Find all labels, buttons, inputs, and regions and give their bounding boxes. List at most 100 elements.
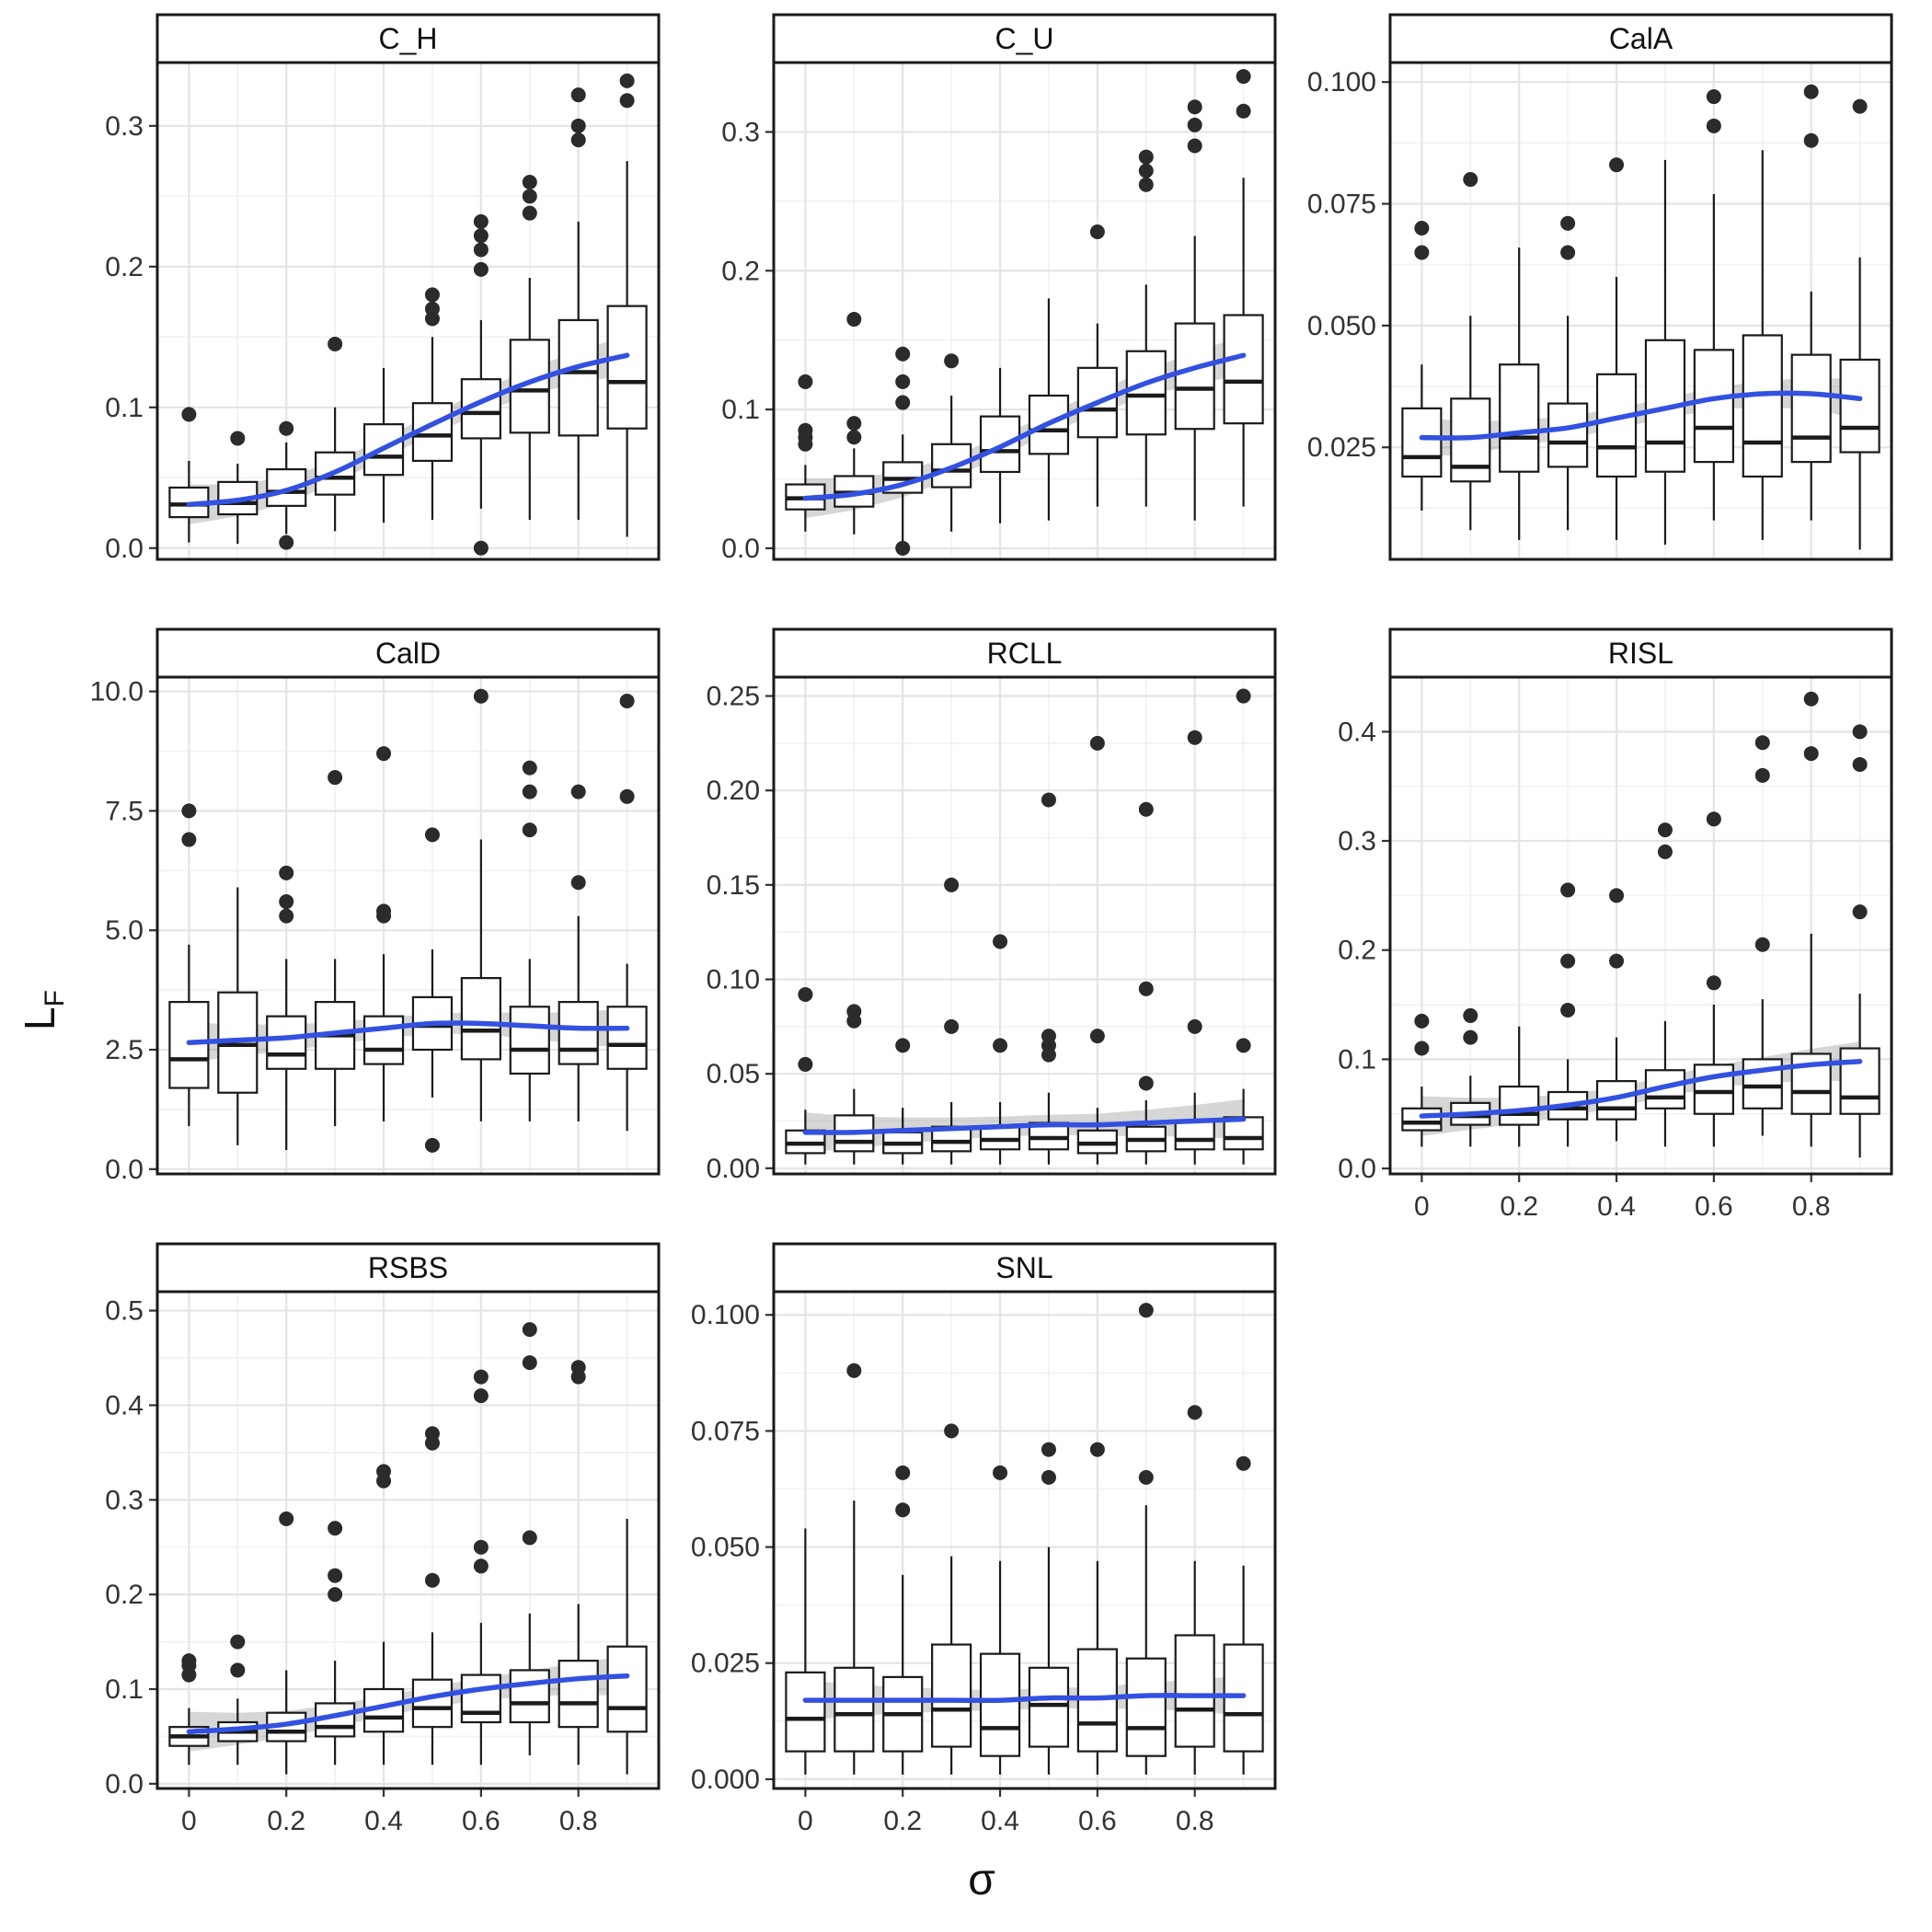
outlier-point (1657, 822, 1673, 838)
x-tick-label: 0.2 (1500, 1191, 1538, 1222)
outlier-point (798, 986, 813, 1002)
boxplot (460, 839, 501, 1121)
smooth-line (802, 352, 1247, 501)
x-tick-label: 0.2 (267, 1806, 305, 1836)
outlier-point (1754, 937, 1770, 952)
facet-title: CalD (375, 637, 441, 670)
outlier-point (230, 1662, 246, 1678)
outlier-point (522, 1530, 537, 1546)
facet-strip (155, 1242, 661, 1294)
outlier-point (1803, 132, 1819, 148)
boxplot (1595, 1037, 1638, 1142)
outlier-point (1236, 1038, 1251, 1053)
outlier-point (279, 894, 294, 910)
outliers (798, 688, 1251, 1091)
facet-strip (155, 627, 661, 679)
x-tick-label: 0 (181, 1806, 197, 1836)
smooth-line (186, 1673, 630, 1735)
x-tick-label: 0.6 (1078, 1806, 1117, 1836)
outlier-point (522, 205, 537, 221)
y-tick-label: 0.100 (691, 1300, 760, 1330)
outlier-point (1754, 767, 1770, 783)
boxplot (882, 1108, 924, 1165)
outlier-point (1187, 1018, 1202, 1034)
y-tick-label: 0.050 (1307, 311, 1376, 341)
y-tick-label: 0.050 (691, 1533, 760, 1563)
outlier-point (1852, 98, 1868, 114)
y-axis: 0.0 0.1 0.2 0.3 0.4 0.5 (105, 1296, 157, 1800)
outlier-point (846, 1363, 862, 1378)
y-tick-label: 0.4 (1338, 717, 1376, 747)
outliers (1414, 84, 1868, 260)
outlier-point (522, 1322, 537, 1338)
y-tick-label: 0.4 (105, 1390, 144, 1420)
boxplot (785, 1528, 826, 1775)
y-axis: 0.0 0.1 0.2 0.3 0.4 (1338, 717, 1390, 1184)
outlier-point (846, 1013, 862, 1029)
outlier-point (522, 760, 537, 776)
panel-RSBS-svg: 0.0 0.1 0.2 0.3 0.4 0.5 0 0.2 0.4 0.6 0.8 RSBS (105, 1242, 661, 1836)
boxplot (266, 1670, 307, 1775)
smooth-line (1419, 390, 1863, 441)
boxplot (1401, 364, 1443, 512)
y-axis: 0.00 0.05 0.10 0.15 0.20 0.25 (707, 682, 774, 1184)
outlier-point (944, 1423, 960, 1439)
y-axis: 0.0 0.1 0.2 0.3 (105, 111, 157, 564)
boxplots (168, 1518, 648, 1775)
boxplot (1839, 257, 1880, 550)
outlier-point (522, 1355, 537, 1371)
outlier-point (1560, 1002, 1576, 1018)
panel-RISL: 0.0 0.1 0.2 0.3 0.4 0 0.2 0.4 0.6 0.8 RISL (1294, 624, 1903, 1233)
outlier-point (279, 420, 294, 436)
panel-RISL-svg: 0.0 0.1 0.2 0.3 0.4 0 0.2 0.4 0.6 0.8 RISL (1338, 627, 1893, 1222)
y-tick-label: 0.075 (691, 1416, 760, 1446)
x-tick-label: 0 (798, 1806, 813, 1836)
outlier-point (473, 540, 489, 556)
outliers (1414, 691, 1868, 1056)
outlier-point (424, 1435, 440, 1451)
outliers (846, 1303, 1251, 1518)
smooth-line (802, 1116, 1247, 1135)
facet-strip (155, 13, 661, 64)
outlier-point (1089, 1029, 1105, 1044)
outlier-point (1041, 792, 1056, 808)
outlier-point (473, 1539, 489, 1555)
x-tick-label: 0 (1414, 1191, 1430, 1222)
outlier-point (1609, 157, 1625, 173)
boxplot (1742, 150, 1783, 540)
y-tick-label: 0.00 (707, 1154, 760, 1184)
x-tick-label: 0.6 (1695, 1191, 1733, 1222)
outlier-point (181, 1667, 197, 1683)
y-tick-label: 0.3 (105, 1485, 144, 1515)
smooth-line (186, 1020, 630, 1045)
panel-SNL: 0.000 0.025 0.050 0.075 0.100 0 0.2 0.4 0.6 0.8 SN… (677, 1238, 1286, 1847)
y-tick-label: 0.100 (1307, 67, 1376, 98)
x-axis-title: σ (968, 1856, 995, 1904)
outlier-point (181, 803, 197, 819)
outlier-point (1236, 69, 1251, 85)
facet-title: RCLL (987, 637, 1063, 670)
outlier-point (1706, 89, 1721, 105)
outlier-point (993, 1038, 1008, 1053)
boxplot (606, 1518, 648, 1775)
outlier-point (230, 431, 246, 446)
panel-CalA: 0.025 0.050 0.075 0.100 CalA (1294, 9, 1903, 618)
outlier-point (1803, 691, 1819, 707)
panel-SNL-svg: 0.000 0.025 0.050 0.075 0.100 0 0.2 0.4 0.6 0.8 SN… (691, 1242, 1277, 1836)
outlier-point (424, 827, 440, 843)
y-tick-label: 0.0 (105, 1769, 144, 1800)
boxplot (606, 963, 648, 1132)
x-axis: 0 0.2 0.4 0.6 0.8 (798, 1788, 1214, 1836)
y-tick-label: 10.0 (90, 677, 144, 707)
outlier-point (1236, 103, 1251, 119)
outlier-point (1754, 735, 1770, 751)
outlier-point (1041, 1047, 1056, 1063)
outlier-point (1803, 746, 1819, 762)
outlier-point (328, 770, 343, 786)
outlier-point (522, 822, 537, 838)
y-axis: 0.0 2.5 5.0 7.5 10.0 (90, 677, 157, 1185)
y-tick-label: 0.2 (105, 1580, 144, 1610)
smooth-line (802, 1693, 1247, 1704)
y-tick-label: 0.20 (707, 776, 760, 806)
